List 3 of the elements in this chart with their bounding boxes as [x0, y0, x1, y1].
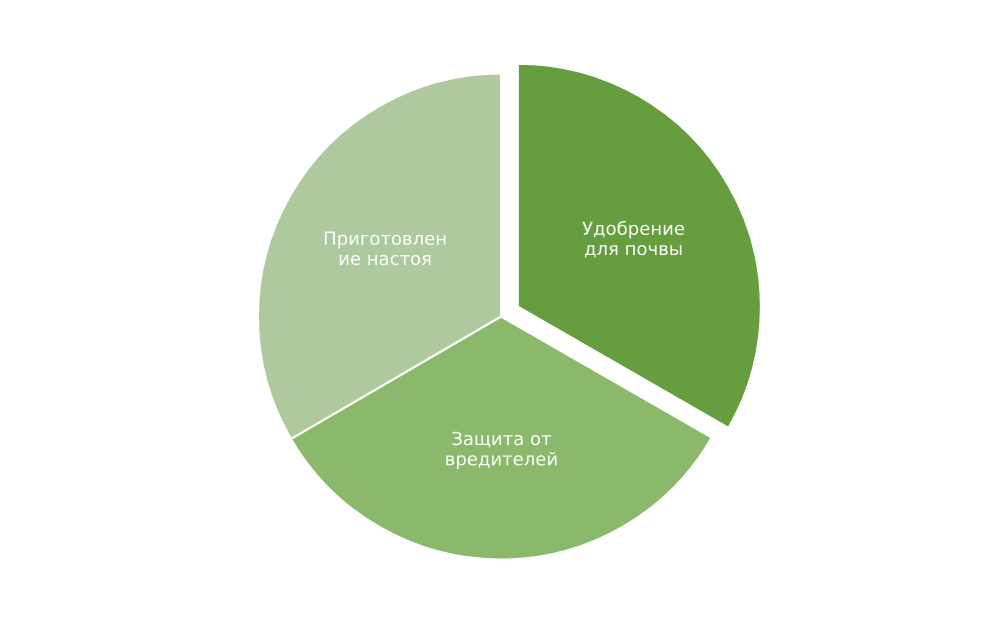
slice-label: Приготовлен ие настоя — [324, 231, 446, 266]
slice-label: Защита от вредителей — [446, 431, 557, 470]
slice-label: Удобрение для почвы — [582, 220, 685, 258]
